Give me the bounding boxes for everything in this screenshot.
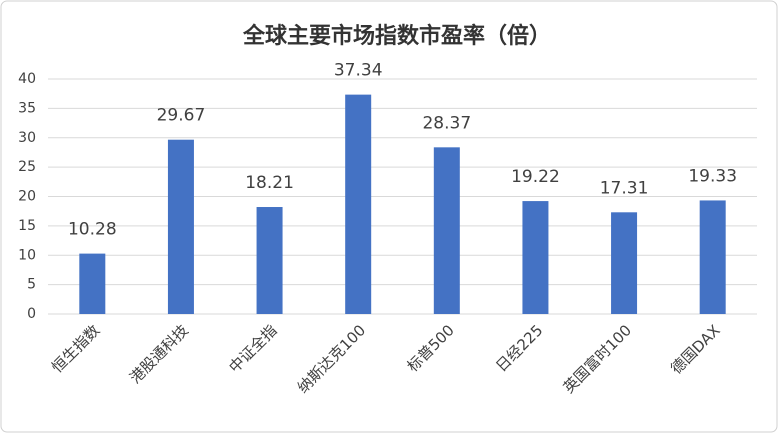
data-label: 19.33 [688, 166, 737, 186]
data-label: 17.31 [600, 178, 649, 198]
data-label: 10.28 [68, 220, 117, 240]
chart-title: 全球主要市场指数市盈率（倍） [242, 23, 551, 49]
data-label: 28.37 [422, 113, 471, 133]
y-tick-label: 40 [18, 71, 36, 87]
bar [522, 201, 549, 314]
data-label: 29.67 [157, 106, 206, 126]
bar [433, 147, 460, 314]
y-tick-label: 25 [18, 159, 36, 175]
y-tick-label: 5 [27, 277, 36, 293]
bar [167, 139, 194, 314]
data-label: 37.34 [334, 61, 383, 81]
data-label: 19.22 [511, 167, 560, 187]
y-tick-label: 30 [18, 130, 36, 146]
y-tick-label: 10 [18, 247, 36, 263]
y-tick-label: 35 [18, 100, 36, 116]
bar [611, 212, 638, 314]
y-tick-label: 0 [27, 306, 36, 322]
y-tick-label: 20 [18, 189, 36, 205]
bar [256, 207, 283, 314]
bar [79, 253, 106, 314]
bar [345, 94, 372, 314]
data-label: 18.21 [245, 173, 294, 193]
y-tick-label: 15 [18, 218, 36, 234]
bar [699, 200, 726, 314]
